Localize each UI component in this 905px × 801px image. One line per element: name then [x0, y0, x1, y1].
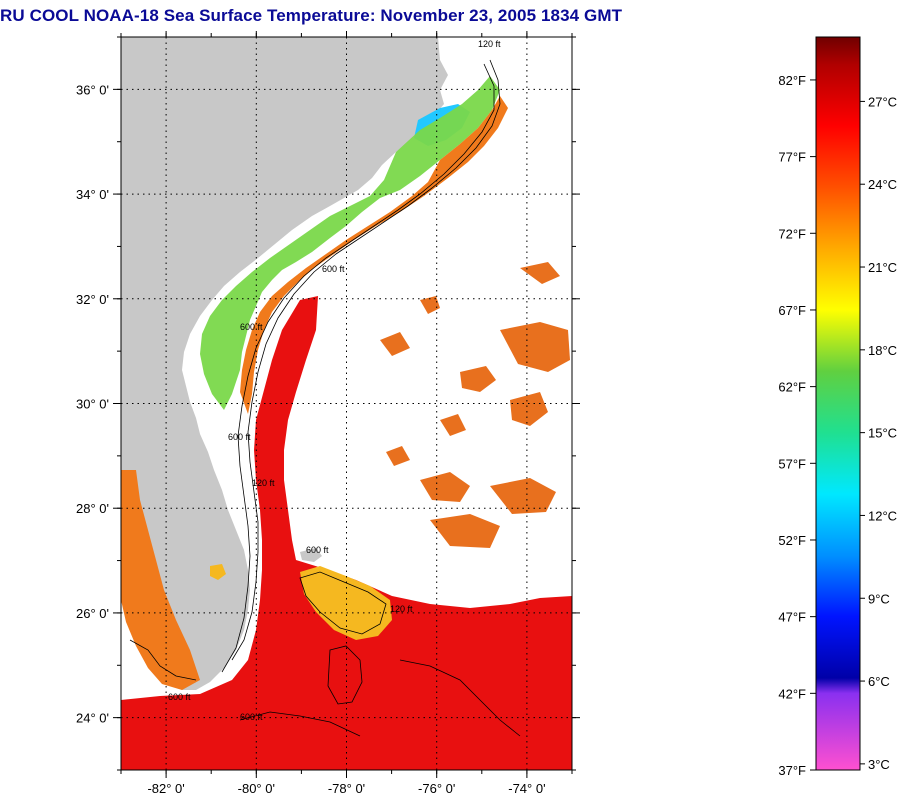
isobath-contours	[129, 59, 521, 737]
colorbar-f-label: 67°F	[778, 303, 806, 318]
isobath-label: 120 ft	[252, 478, 275, 488]
colorbar-f-label: 52°F	[778, 533, 806, 548]
land-mainland	[121, 37, 448, 690]
colorbar-f-label: 82°F	[778, 73, 806, 88]
florida-gulf-water	[121, 470, 200, 690]
lat-lon-grid	[121, 37, 572, 770]
colorbar-f-label: 57°F	[778, 456, 806, 471]
land-small-island	[300, 548, 322, 562]
isobath-label: 600 ft	[240, 712, 263, 722]
colorbar-c-label: 18°C	[868, 343, 897, 358]
colorbar-f-label: 47°F	[778, 610, 806, 625]
bahamas-bank-water	[300, 566, 392, 640]
isobath-label: 600 ft	[322, 264, 345, 274]
lat-tick-label: 36° 0'	[76, 82, 109, 97]
colorbar-f-label: 77°F	[778, 150, 806, 165]
colorbar-labels: 82°F 77°F 72°F 67°F 62°F 57°F 52°F 47°F 42°F 37°F…	[778, 73, 897, 778]
axis-ticks	[113, 31, 580, 778]
isobath-label: 600 ft	[240, 322, 263, 332]
colorbar-c-label: 6°C	[868, 674, 890, 689]
colorbar-c-label: 12°C	[868, 508, 897, 523]
colorbar-c-label: 3°C	[868, 757, 890, 772]
lat-tick-label: 30° 0'	[76, 397, 109, 412]
lat-tick-label: 24° 0'	[76, 711, 109, 726]
isobath-label: 120 ft	[390, 604, 413, 614]
shelf-cold-band	[200, 76, 500, 410]
isobath-label: 120 ft	[478, 39, 501, 49]
isobath-label: 600 ft	[228, 432, 251, 442]
colorbar-c-label: 15°C	[868, 426, 897, 441]
offshore-patches	[380, 262, 570, 548]
axis-labels: -82° 0' -80° 0' -78° 0' -76° 0' -74° 0' 36° 0…	[76, 82, 546, 796]
lat-tick-label: 34° 0'	[76, 187, 109, 202]
colorbar-c-label: 27°C	[868, 94, 897, 109]
lat-tick-label: 32° 0'	[76, 292, 109, 307]
colorbar	[815, 36, 861, 771]
map-title: RU COOL NOAA-18 Sea Surface Temperature:…	[0, 6, 623, 25]
colorbar-f-label: 62°F	[778, 380, 806, 395]
lon-tick-label: -76° 0'	[418, 781, 455, 796]
isobath-label: 600 ft	[306, 545, 329, 555]
colorbar-c-label: 21°C	[868, 260, 897, 275]
lat-tick-label: 26° 0'	[76, 606, 109, 621]
lat-tick-label: 28° 0'	[76, 501, 109, 516]
colorbar-c-label: 9°C	[868, 591, 890, 606]
lon-tick-label: -80° 0'	[238, 781, 275, 796]
colorbar-c-label: 24°C	[868, 177, 897, 192]
isobath-label: 600 ft	[168, 692, 191, 702]
map-layers	[121, 37, 572, 770]
lon-tick-label: -82° 0'	[147, 781, 184, 796]
lon-tick-label: -78° 0'	[328, 781, 365, 796]
gulf-stream	[121, 296, 572, 770]
contour-labels: 120 ft 600 ft 600 ft 600 ft 120 ft 600 ft 600 …	[168, 39, 501, 722]
florida-lake-water	[210, 564, 226, 580]
shelf-warm-band	[240, 96, 508, 414]
colorbar-f-label: 37°F	[778, 763, 806, 778]
colorbar-f-label: 72°F	[778, 226, 806, 241]
lon-tick-label: -74° 0'	[508, 781, 545, 796]
colorbar-f-label: 42°F	[778, 686, 806, 701]
